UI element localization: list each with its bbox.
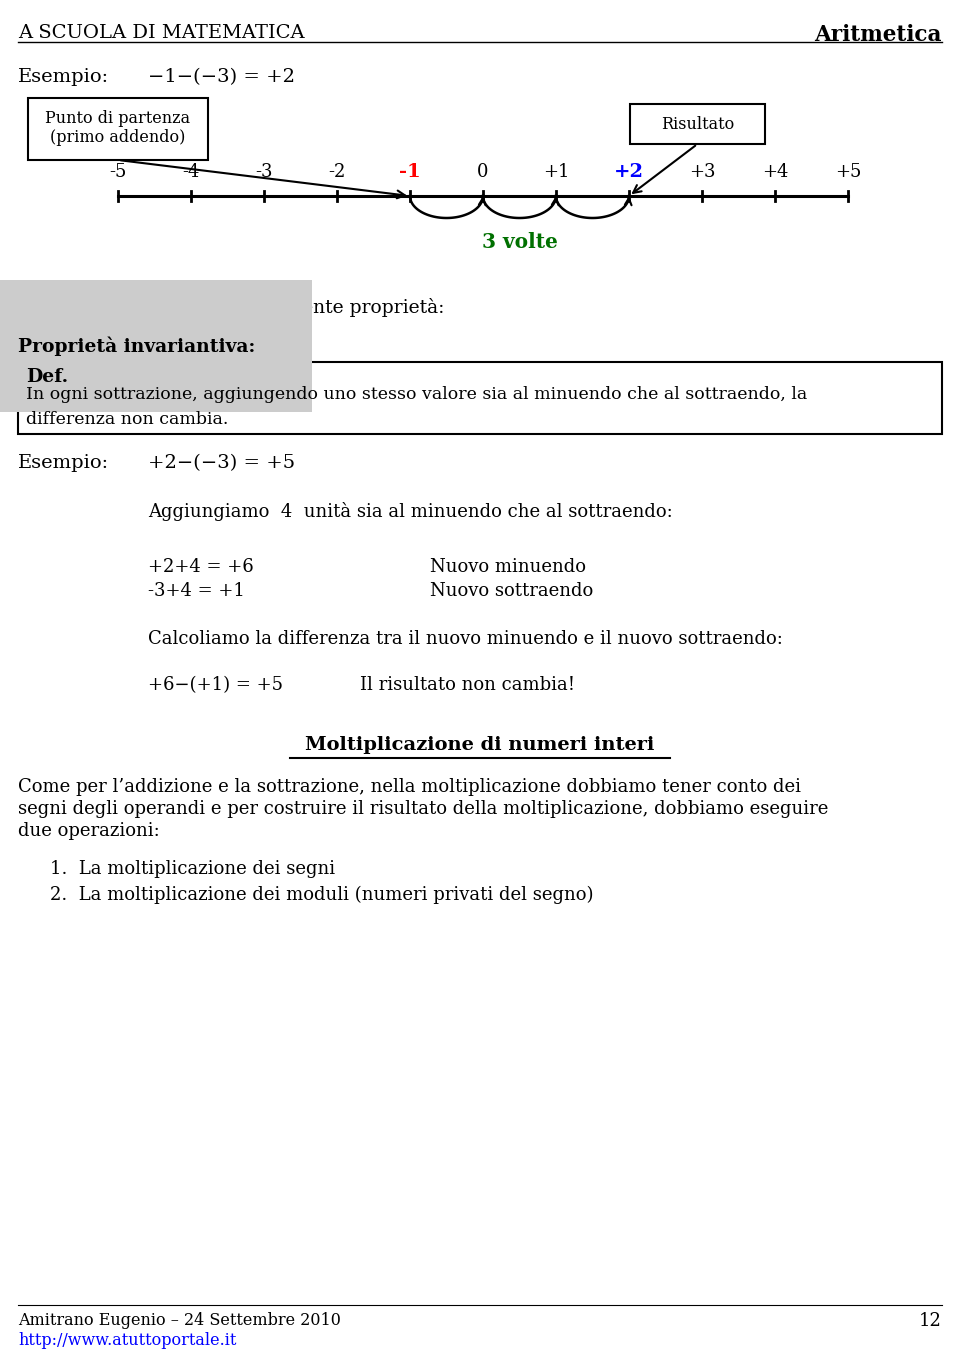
Text: -1: -1: [399, 163, 420, 181]
Text: +6−(+1) = +5: +6−(+1) = +5: [148, 676, 283, 693]
Text: Amitrano Eugenio – 24 Settembre 2010: Amitrano Eugenio – 24 Settembre 2010: [18, 1313, 341, 1329]
Text: Moltiplicazione di numeri interi: Moltiplicazione di numeri interi: [305, 737, 655, 754]
Text: due operazioni:: due operazioni:: [18, 822, 159, 840]
Text: +5: +5: [835, 163, 861, 181]
Text: Aritmetica: Aritmetica: [814, 24, 942, 46]
Text: Def.: Def.: [26, 368, 68, 386]
Text: Nuovo sottraendo: Nuovo sottraendo: [430, 581, 593, 600]
Text: 0: 0: [477, 163, 489, 181]
Text: Esempio:: Esempio:: [18, 67, 109, 86]
Text: Aggiungiamo  4  unità sia al minuendo che al sottraendo:: Aggiungiamo 4 unità sia al minuendo che …: [148, 502, 673, 521]
Text: +3: +3: [688, 163, 715, 181]
Text: -5: -5: [109, 163, 127, 181]
Text: Come per l’addizione e la sottrazione, nella moltiplicazione dobbiamo tener cont: Come per l’addizione e la sottrazione, n…: [18, 778, 801, 796]
Text: 1.  La moltiplicazione dei segni: 1. La moltiplicazione dei segni: [50, 861, 335, 878]
Bar: [18, 362, 942, 434]
Text: Punto di partenza: Punto di partenza: [45, 111, 191, 127]
Text: -4: -4: [182, 163, 200, 181]
Text: segni degli operandi e per costruire il risultato della moltiplicazione, dobbiam: segni degli operandi e per costruire il …: [18, 800, 828, 817]
Text: −1−(−3) = +2: −1−(−3) = +2: [148, 67, 295, 86]
Bar: [28, 98, 208, 161]
Text: Calcoliamo la differenza tra il nuovo minuendo e il nuovo sottraendo:: Calcoliamo la differenza tra il nuovo mi…: [148, 630, 782, 648]
Text: http://www.atuttoportale.it: http://www.atuttoportale.it: [18, 1331, 236, 1349]
Text: Risultato: Risultato: [660, 116, 734, 134]
Text: Per la sottrazione vale la seguente proprietà:: Per la sottrazione vale la seguente prop…: [18, 298, 444, 317]
Text: In ogni sottrazione, aggiungendo uno stesso valore sia al minuendo che al sottra: In ogni sottrazione, aggiungendo uno ste…: [26, 386, 807, 428]
Text: 2.  La moltiplicazione dei moduli (numeri privati del segno): 2. La moltiplicazione dei moduli (numeri…: [50, 886, 593, 904]
Text: -2: -2: [328, 163, 346, 181]
Text: (primo addendo): (primo addendo): [50, 130, 185, 146]
Text: Nuovo minuendo: Nuovo minuendo: [430, 558, 586, 576]
Text: +2+4 = +6: +2+4 = +6: [148, 558, 253, 576]
Text: +2: +2: [614, 163, 644, 181]
Bar: [630, 104, 765, 144]
Text: -3: -3: [255, 163, 273, 181]
Text: -3+4 = +1: -3+4 = +1: [148, 581, 245, 600]
Text: +4: +4: [762, 163, 788, 181]
Text: 12: 12: [919, 1313, 942, 1330]
Text: +2−(−3) = +5: +2−(−3) = +5: [148, 455, 295, 472]
Text: +1: +1: [542, 163, 569, 181]
Text: Il risultato non cambia!: Il risultato non cambia!: [360, 676, 575, 693]
Text: 3 volte: 3 volte: [482, 232, 558, 252]
Text: Proprietà invariantiva:: Proprietà invariantiva:: [18, 336, 255, 356]
Text: A SCUOLA DI MATEMATICA: A SCUOLA DI MATEMATICA: [18, 24, 304, 42]
Text: Esempio:: Esempio:: [18, 455, 109, 472]
